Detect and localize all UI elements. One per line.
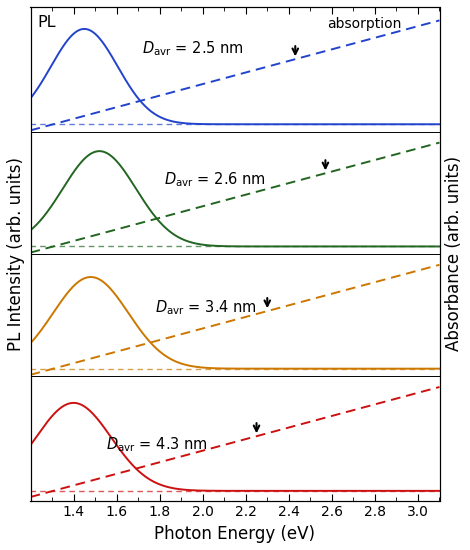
Y-axis label: Absorbance (arb. units): Absorbance (arb. units): [445, 156, 463, 351]
Text: $D_\mathrm{avr}$ = 2.6 nm: $D_\mathrm{avr}$ = 2.6 nm: [164, 170, 266, 189]
X-axis label: Photon Energy (eV): Photon Energy (eV): [155, 525, 315, 543]
Text: $D_\mathrm{avr}$ = 3.4 nm: $D_\mathrm{avr}$ = 3.4 nm: [156, 298, 258, 317]
Text: $D_\mathrm{avr}$ = 2.5 nm: $D_\mathrm{avr}$ = 2.5 nm: [142, 39, 244, 58]
Text: $D_\mathrm{avr}$ = 4.3 nm: $D_\mathrm{avr}$ = 4.3 nm: [106, 435, 208, 454]
Text: PL: PL: [37, 15, 55, 30]
Text: absorption: absorption: [328, 16, 402, 31]
Y-axis label: PL Intensity (arb. units): PL Intensity (arb. units): [7, 157, 25, 351]
